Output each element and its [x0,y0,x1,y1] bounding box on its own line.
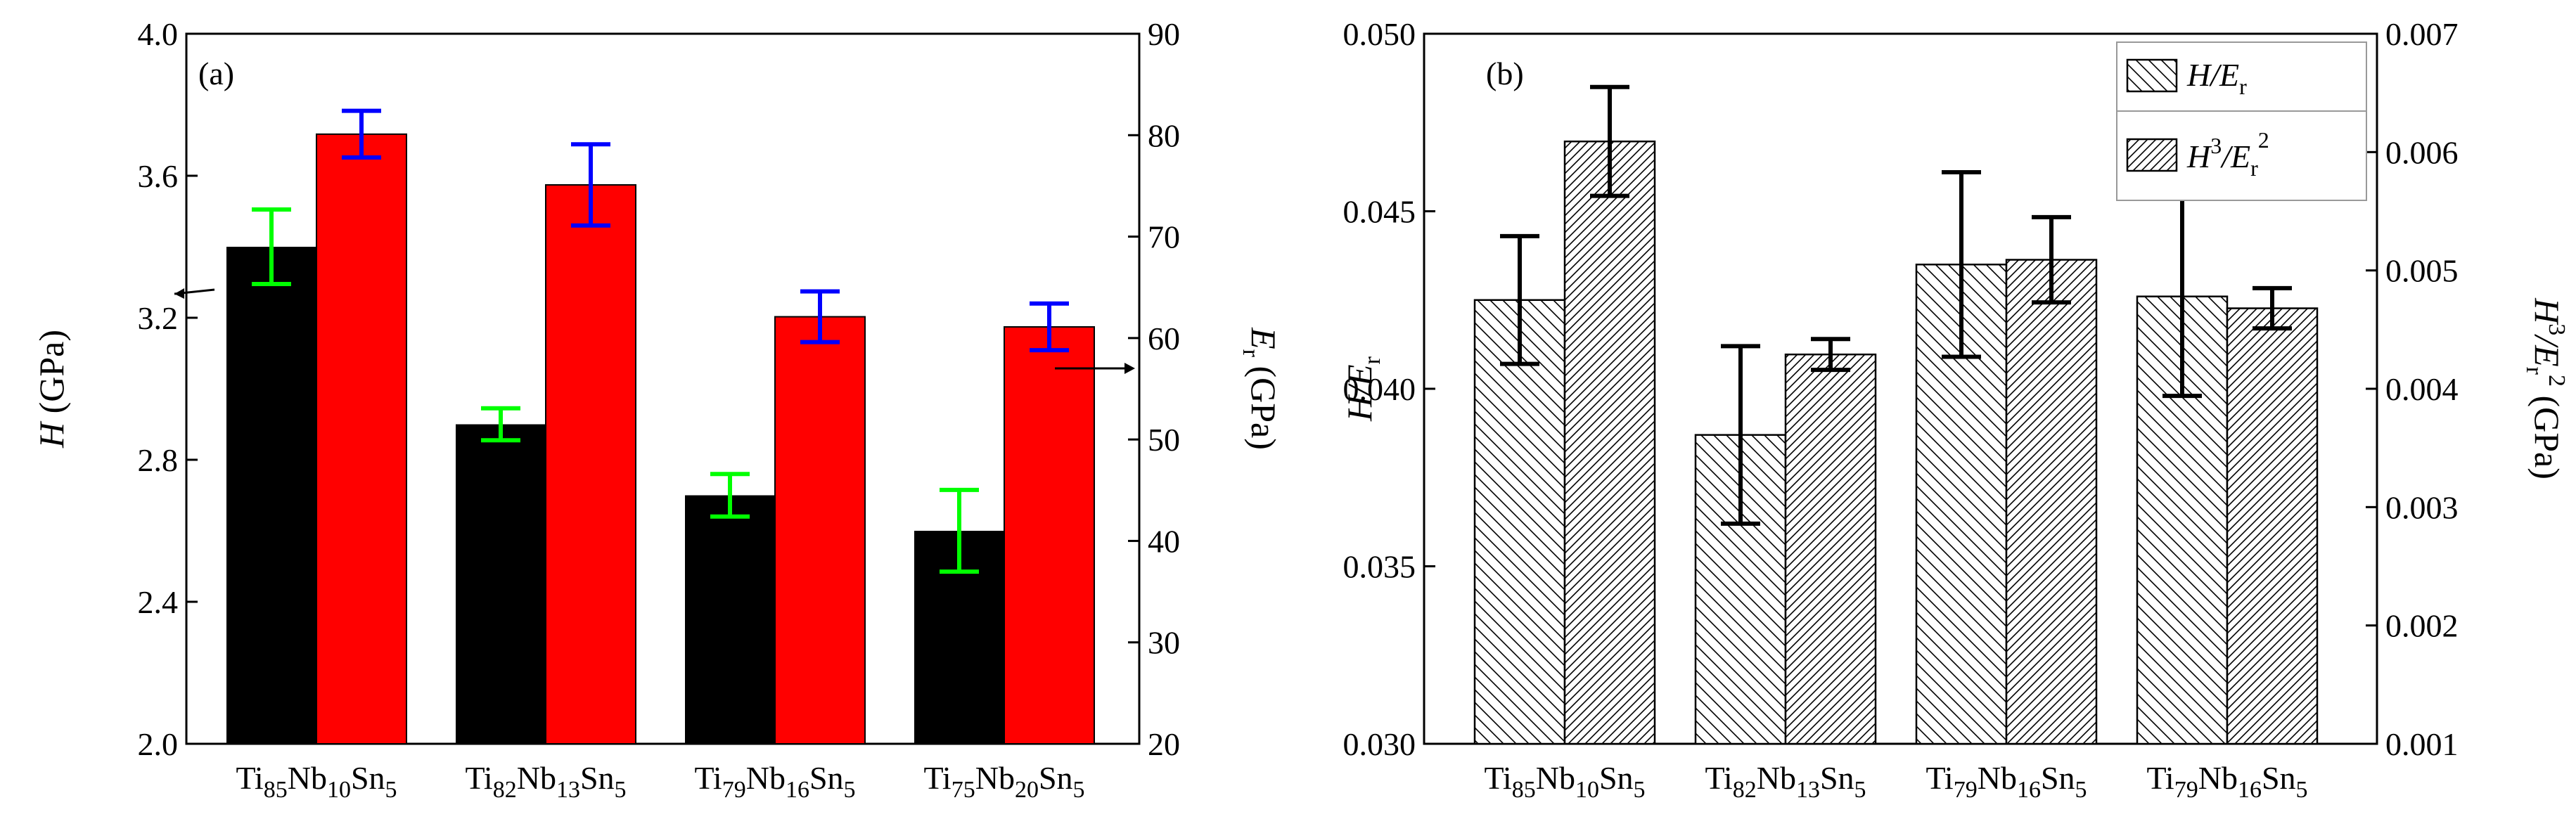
a-right-tick-label-2: 40 [1148,523,1180,559]
b-category-label-2: Ti79Nb16Sn5 [1925,760,2087,803]
h-er-error-bar-1 [1721,344,1760,526]
bars-a [226,133,1095,745]
panel-a: 2.0 2.4 2.8 3.2 3.6 4.0 20 30 40 50 60 70 80 90 Ti85… [32,16,1283,803]
modulus-bar-2 [774,316,866,744]
h3-er2-error-bar-0 [1590,84,1629,198]
h-er-error-bar-2 [1942,169,1981,359]
a-right-tick-label-6: 80 [1148,117,1180,153]
legend-label-h3-er2: H3/Er2 [2186,127,2269,181]
hardness-bar-0 [226,247,316,744]
left-axis-label-a: H (GPa) [32,330,71,449]
a-category-label-2: Ti79Nb16Sn5 [694,760,855,803]
b-left-tick-label-3: 0.045 [1343,194,1416,230]
left-axis-ticks-a: 2.0 2.4 2.8 3.2 3.6 4.0 [138,16,198,762]
modulus-error-bar-2 [800,289,840,344]
a-category-label-0: Ti85Nb10Sn5 [236,760,397,803]
legend-swatch-h3-er2 [2126,138,2178,172]
a-right-tick-label-3: 50 [1148,422,1180,458]
hardness-error-bar-0 [252,207,291,287]
right-axis-ticks-b: 0.001 0.002 0.003 0.004 0.005 0.006 0.007 [2366,16,2459,762]
b-left-tick-label-2: 0.040 [1343,371,1416,407]
left-arrow-annotation [174,288,215,299]
a-left-tick-label-4: 3.6 [138,158,179,194]
legend-swatch-h-er [2126,58,2178,93]
a-left-tick-label-1: 2.4 [138,584,179,620]
hardness-bar-2 [685,495,775,744]
legend-b: H/Er H3/Er2 [2116,41,2367,201]
b-category-label-3: Ti79Nb16Sn5 [2146,760,2307,803]
h-er-error-bar-0 [1500,233,1539,366]
b-right-tick-label-1: 0.002 [2385,608,2459,644]
h3-er2-bar-2 [2005,259,2098,745]
modulus-bar-0 [316,133,407,745]
panel-label-a: (a) [198,56,234,91]
h3-er2-error-bar-2 [2032,214,2071,305]
error-bars-a [252,108,1069,574]
panel-label-b: (b) [1486,56,1524,91]
right-axis-ticks-a: 20 30 40 50 60 70 80 90 [1128,16,1180,762]
category-labels-b: Ti85Nb10Sn5 Ti82Nb13Sn5 Ti79Nb16Sn5 Ti79Nb1… [1484,760,2307,803]
hardness-error-bar-1 [481,406,520,443]
hardness-bar-1 [456,424,546,744]
category-labels-a: Ti85Nb10Sn5 Ti82Nb13Sn5 Ti79Nb16Sn5 Ti75Nb2… [236,760,1084,803]
h3-er2-error-bar-1 [1811,337,1850,373]
hardness-error-bar-3 [940,487,979,574]
b-right-tick-label-3: 0.004 [2385,371,2459,407]
h3-er2-bar-1 [1784,353,1877,745]
left-axis-label-b: H/Er [1340,356,1385,422]
b-left-tick-label-4: 0.050 [1343,16,1416,52]
right-arrow-annotation [1055,363,1135,374]
b-left-tick-label-0: 0.030 [1343,726,1416,762]
h-er-bar-0 [1473,299,1566,745]
a-category-label-1: Ti82Nb13Sn5 [465,760,626,803]
legend-label-h-er: H/Er [2186,57,2247,99]
bars-b [1473,140,2319,745]
a-right-tick-label-7: 90 [1148,16,1180,52]
right-axis-label-b: H3/Er2 (GPa) [2521,297,2570,479]
b-right-tick-label-4: 0.005 [2385,253,2459,289]
b-right-tick-label-2: 0.003 [2385,489,2459,525]
h3-er2-bar-3 [2226,307,2319,745]
a-right-tick-label-1: 30 [1148,625,1180,661]
a-left-tick-label-3: 3.2 [138,300,179,336]
modulus-bar-3 [1004,325,1095,744]
b-right-tick-label-6: 0.007 [2385,16,2459,52]
a-right-tick-label-0: 20 [1148,726,1180,762]
right-axis-label-a: Er (GPa) [1238,327,1283,450]
b-category-label-0: Ti85Nb10Sn5 [1484,760,1645,803]
a-right-tick-label-5: 70 [1148,219,1180,255]
a-right-tick-label-4: 60 [1148,321,1180,356]
a-left-tick-label-2: 2.8 [138,442,179,478]
b-right-tick-label-5: 0.006 [2385,134,2459,170]
a-left-tick-label-5: 4.0 [138,16,179,52]
hardness-error-bar-2 [710,472,750,519]
modulus-bar-1 [545,183,636,744]
error-bars-b [1500,84,2292,526]
h3-er2-bar-0 [1563,140,1656,745]
b-category-label-1: Ti82Nb13Sn5 [1705,760,1866,803]
b-right-tick-label-0: 0.001 [2385,726,2459,762]
a-left-tick-label-0: 2.0 [138,726,179,762]
a-category-label-3: Ti75Nb20Sn5 [923,760,1084,803]
h3-er2-error-bar-3 [2253,285,2292,331]
modulus-error-bar-0 [342,108,381,160]
left-axis-ticks-b: 0.030 0.035 0.040 0.045 0.050 [1343,16,1435,762]
b-left-tick-label-1: 0.035 [1343,549,1416,585]
modulus-error-bar-3 [1030,301,1069,353]
plot-frame-a [185,32,1141,745]
modulus-error-bar-1 [571,142,610,228]
